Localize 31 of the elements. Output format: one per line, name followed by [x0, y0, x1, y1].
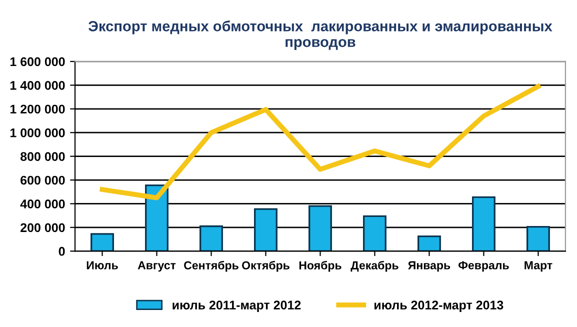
x-tick-label: Февраль	[458, 261, 509, 272]
y-tick-label: 0	[58, 246, 65, 256]
x-tick-label: Март	[524, 261, 552, 272]
x-tick-label: Ноябрь	[299, 260, 342, 272]
y-tick-label: 400 000	[20, 200, 65, 208]
legend-label: июль 2012-март 2013	[374, 300, 504, 312]
bar	[362, 215, 386, 252]
y-tick-label: 1 200 000	[10, 104, 65, 114]
line-series	[100, 84, 541, 200]
bar	[472, 196, 496, 252]
y-tick-label: 1 600 000	[10, 57, 65, 66]
bar	[417, 235, 441, 252]
y-tick-label: 600 000	[20, 176, 65, 185]
bar	[200, 225, 223, 252]
bar	[308, 205, 332, 252]
bar	[254, 208, 278, 252]
legend-label: июль 2011-март 2012	[172, 300, 301, 312]
y-tick-label: 800 000	[20, 152, 65, 161]
y-tick-label: 1 000 000	[10, 128, 65, 138]
x-tick-label: Август	[138, 261, 176, 272]
x-tick-label: Декабрь	[350, 260, 398, 272]
bar	[145, 184, 168, 252]
x-tick-label: Сентябрь	[184, 260, 238, 272]
x-tick-label: Январь	[408, 261, 450, 272]
bar	[90, 233, 114, 252]
x-tick-label: Октябрь	[242, 260, 290, 272]
chart-title: Экспорт медных обмоточных лакированных и эмалированных проводов	[88, 20, 552, 50]
y-tick-label: 1 400 000	[10, 80, 65, 90]
bar	[526, 226, 550, 252]
y-tick-label: 200 000	[20, 223, 65, 232]
x-tick-label: Июль	[86, 261, 118, 270]
